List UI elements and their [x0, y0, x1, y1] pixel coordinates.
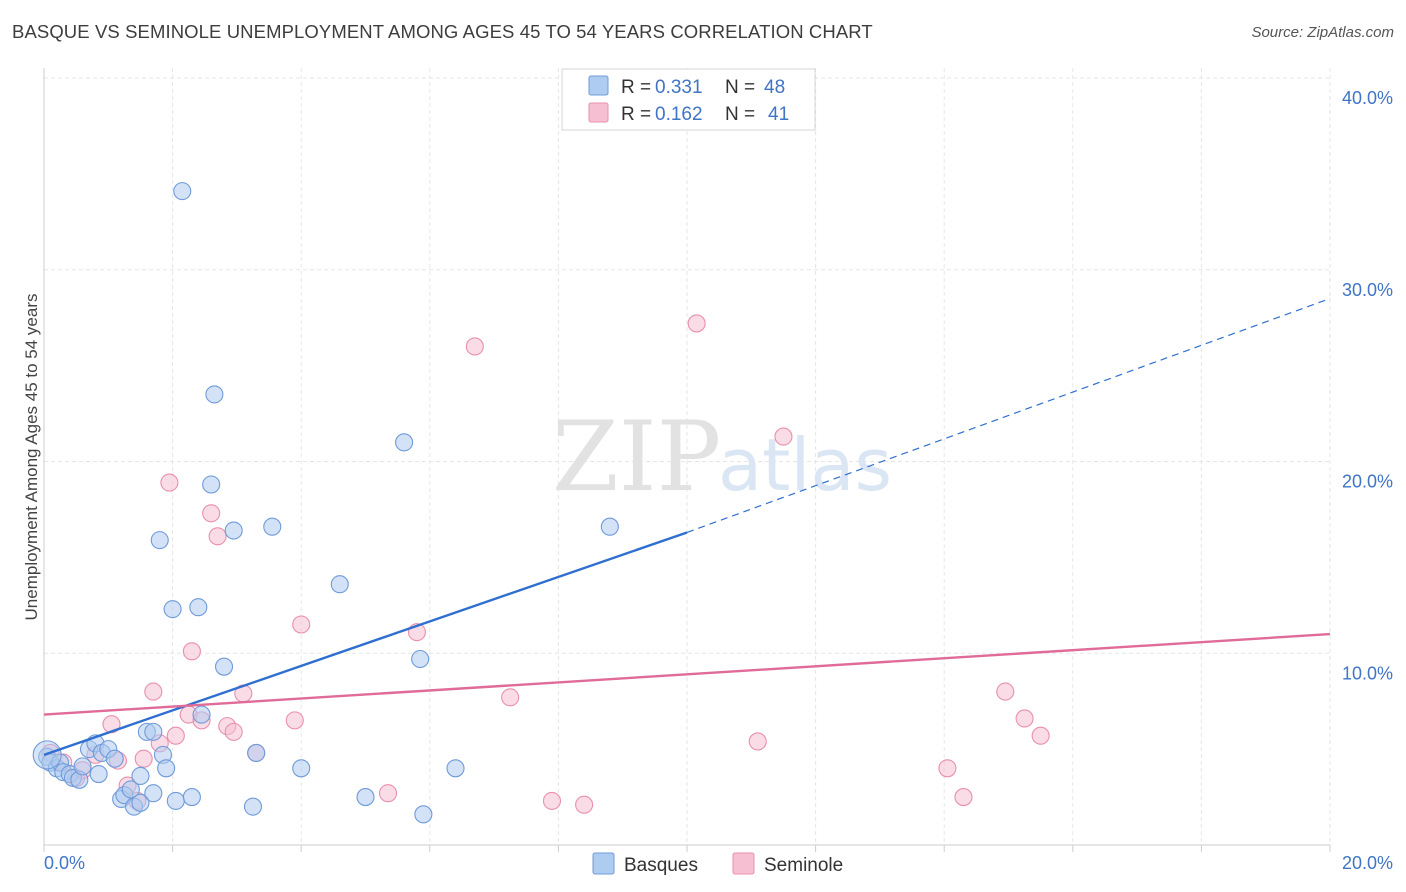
basque-point-17 [121, 780, 140, 799]
bottom-legend: Basques Seminole [592, 852, 843, 876]
trend-lines [43, 297, 1331, 757]
x-tick-label-1: 20.0% [1342, 853, 1393, 873]
basque-point-35 [214, 657, 234, 676]
watermark-atlas: atlas [718, 423, 892, 507]
seminole-point-37 [1015, 709, 1034, 728]
seminole-points [41, 314, 1050, 814]
seminole-point-35 [954, 788, 973, 807]
legend-r-label-seminole: R = [621, 104, 651, 125]
bottom-legend-basques: Basques [624, 855, 698, 876]
basque-trend-line [43, 531, 688, 757]
bottom-legend-seminole: Seminole [764, 855, 843, 876]
chart-title: BASQUE VS SEMINOLE UNEMPLOYMENT AMONG AG… [12, 21, 873, 42]
basque-point-26 [157, 759, 176, 778]
seminole-point-33 [774, 427, 793, 446]
seminole-point-10 [144, 682, 163, 701]
seminole-point-27 [465, 337, 484, 356]
legend-r-value-seminole: 0.162 [655, 104, 703, 125]
basque-point-47 [600, 517, 619, 536]
legend-r-label-basques: R = [621, 77, 651, 98]
basque-point-40 [292, 759, 311, 778]
basque-point-36 [224, 521, 243, 540]
x-tick-labels: 0.0% 20.0% [44, 853, 1393, 873]
seminole-point-15 [182, 642, 201, 661]
legend-n-label-basques: N = [725, 77, 755, 98]
basque-trend-extension [686, 297, 1331, 534]
watermark: ZIP atlas [552, 401, 892, 513]
x-tick-label-0: 0.0% [44, 853, 85, 873]
seminole-point-18 [208, 527, 227, 546]
seminole-point-34 [938, 759, 957, 778]
seminole-point-28 [501, 688, 520, 707]
seminole-point-13 [166, 726, 185, 745]
basque-point-27 [163, 600, 182, 619]
basque-point-38 [247, 743, 266, 763]
bottom-legend-swatch-seminole [732, 852, 755, 875]
basque-point-37 [243, 797, 263, 816]
source-label: Source: ZipAtlas.com [1251, 24, 1394, 41]
legend-n-value-basques: 48 [764, 77, 785, 98]
seminole-point-20 [224, 722, 243, 741]
seminole-point-24 [292, 615, 311, 634]
legend-r-value-basques: 0.331 [655, 77, 703, 98]
legend: R = 0.331 N = 48 R = 0.162 N = 41 [561, 68, 816, 131]
watermark-zip: ZIP [552, 401, 721, 513]
seminole-point-23 [285, 711, 304, 730]
basque-point-29 [173, 182, 192, 201]
y-tick-label-2: 30.0% [1342, 280, 1393, 300]
basque-point-23 [144, 784, 163, 803]
basque-point-14 [105, 749, 124, 768]
seminole-point-31 [687, 314, 706, 333]
legend-swatch-basques [588, 75, 609, 96]
bottom-legend-swatch-basques [592, 852, 615, 875]
seminole-point-30 [575, 795, 594, 814]
basque-point-11 [89, 765, 108, 784]
seminole-trend-line [43, 632, 1331, 716]
basque-point-8 [73, 757, 92, 776]
y-tick-label-3: 40.0% [1342, 88, 1393, 108]
legend-n-value-seminole: 41 [768, 104, 789, 125]
legend-n-label-seminole: N = [725, 104, 755, 125]
seminole-point-29 [542, 791, 562, 810]
basque-point-20 [131, 766, 150, 786]
basque-point-34 [205, 385, 224, 404]
seminole-point-12 [160, 473, 179, 492]
basque-point-24 [150, 531, 169, 550]
axes [43, 68, 1331, 852]
y-tick-label-0: 10.0% [1342, 663, 1393, 683]
basque-point-33 [202, 475, 221, 494]
basque-point-22 [144, 722, 163, 741]
basque-points [32, 182, 619, 824]
y-axis-label: Unemployment Among Ages 45 to 54 years [22, 294, 41, 621]
seminole-point-17 [202, 504, 221, 523]
basque-point-19 [131, 793, 150, 812]
y-tick-label-1: 20.0% [1342, 472, 1393, 492]
basque-point-31 [189, 598, 208, 617]
seminole-point-38 [1031, 726, 1050, 745]
legend-swatch-seminole [588, 102, 609, 123]
basque-point-42 [356, 788, 375, 807]
basque-point-32 [192, 705, 211, 724]
basque-point-46 [446, 759, 465, 778]
basque-point-39 [263, 517, 282, 536]
basque-point-30 [182, 788, 201, 807]
basque-point-28 [166, 791, 185, 810]
basque-point-45 [414, 805, 433, 824]
basque-point-41 [330, 575, 349, 594]
basque-point-43 [395, 433, 414, 452]
y-tick-labels: 10.0% 20.0% 30.0% 40.0% [1342, 88, 1393, 683]
seminole-point-9 [134, 749, 153, 768]
seminole-point-36 [996, 682, 1015, 701]
basque-point-44 [411, 649, 430, 669]
seminole-point-32 [748, 732, 767, 751]
seminole-point-25 [378, 784, 398, 803]
